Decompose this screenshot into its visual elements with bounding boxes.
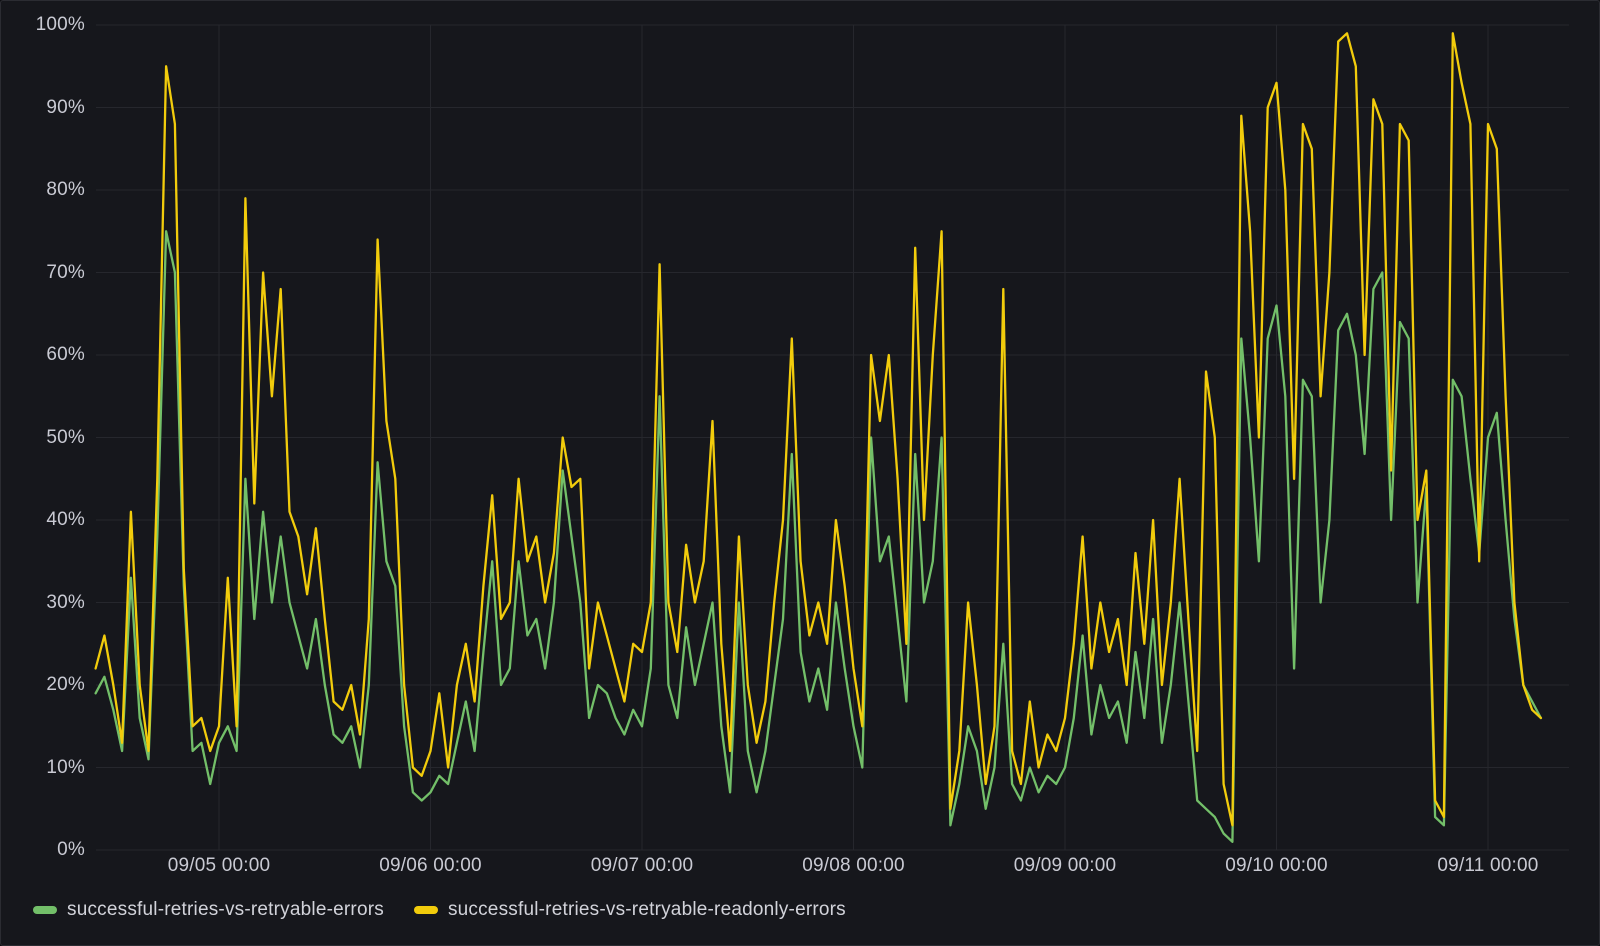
legend-item-successful-retries-vs-retryable-errors[interactable]: successful-retries-vs-retryable-errors <box>33 899 384 921</box>
legend-swatch-green <box>33 906 57 914</box>
x-tick-label: 09/06 00:00 <box>379 855 482 876</box>
y-tick-label: 70% <box>46 261 85 283</box>
legend: successful-retries-vs-retryable-errors s… <box>33 899 846 921</box>
legend-label: successful-retries-vs-retryable-readonly… <box>447 899 846 920</box>
x-tick-label: 09/11 00:00 <box>1437 855 1539 876</box>
series-line-1 <box>94 32 1543 827</box>
y-tick-label: 0% <box>57 839 85 860</box>
y-tick-label: 50% <box>46 426 85 448</box>
x-tick-label: 09/05 00:00 <box>167 855 271 876</box>
y-tick-label: 40% <box>46 509 85 530</box>
y-tick-label: 30% <box>46 591 85 613</box>
x-tick-label: 09/07 00:00 <box>590 855 694 876</box>
y-tick-label: 90% <box>46 96 85 118</box>
legend-label: successful-retries-vs-retryable-errors <box>67 899 384 920</box>
y-tick-label: 20% <box>46 674 85 695</box>
legend-swatch-yellow <box>413 906 438 914</box>
legend-item-successful-retries-vs-retryable-readonly-errors[interactable]: successful-retries-vs-retryable-readonly… <box>413 899 846 921</box>
y-tick-label: 80% <box>46 179 85 200</box>
y-tick-label: 100% <box>35 14 85 35</box>
x-tick-label: 09/10 00:00 <box>1225 855 1328 876</box>
series-line-0 <box>94 230 1543 843</box>
y-tick-label: 60% <box>46 344 85 365</box>
x-tick-label: 09/08 00:00 <box>802 855 905 876</box>
x-tick-label: 09/09 00:00 <box>1013 855 1117 876</box>
y-tick-label: 10% <box>46 756 85 778</box>
